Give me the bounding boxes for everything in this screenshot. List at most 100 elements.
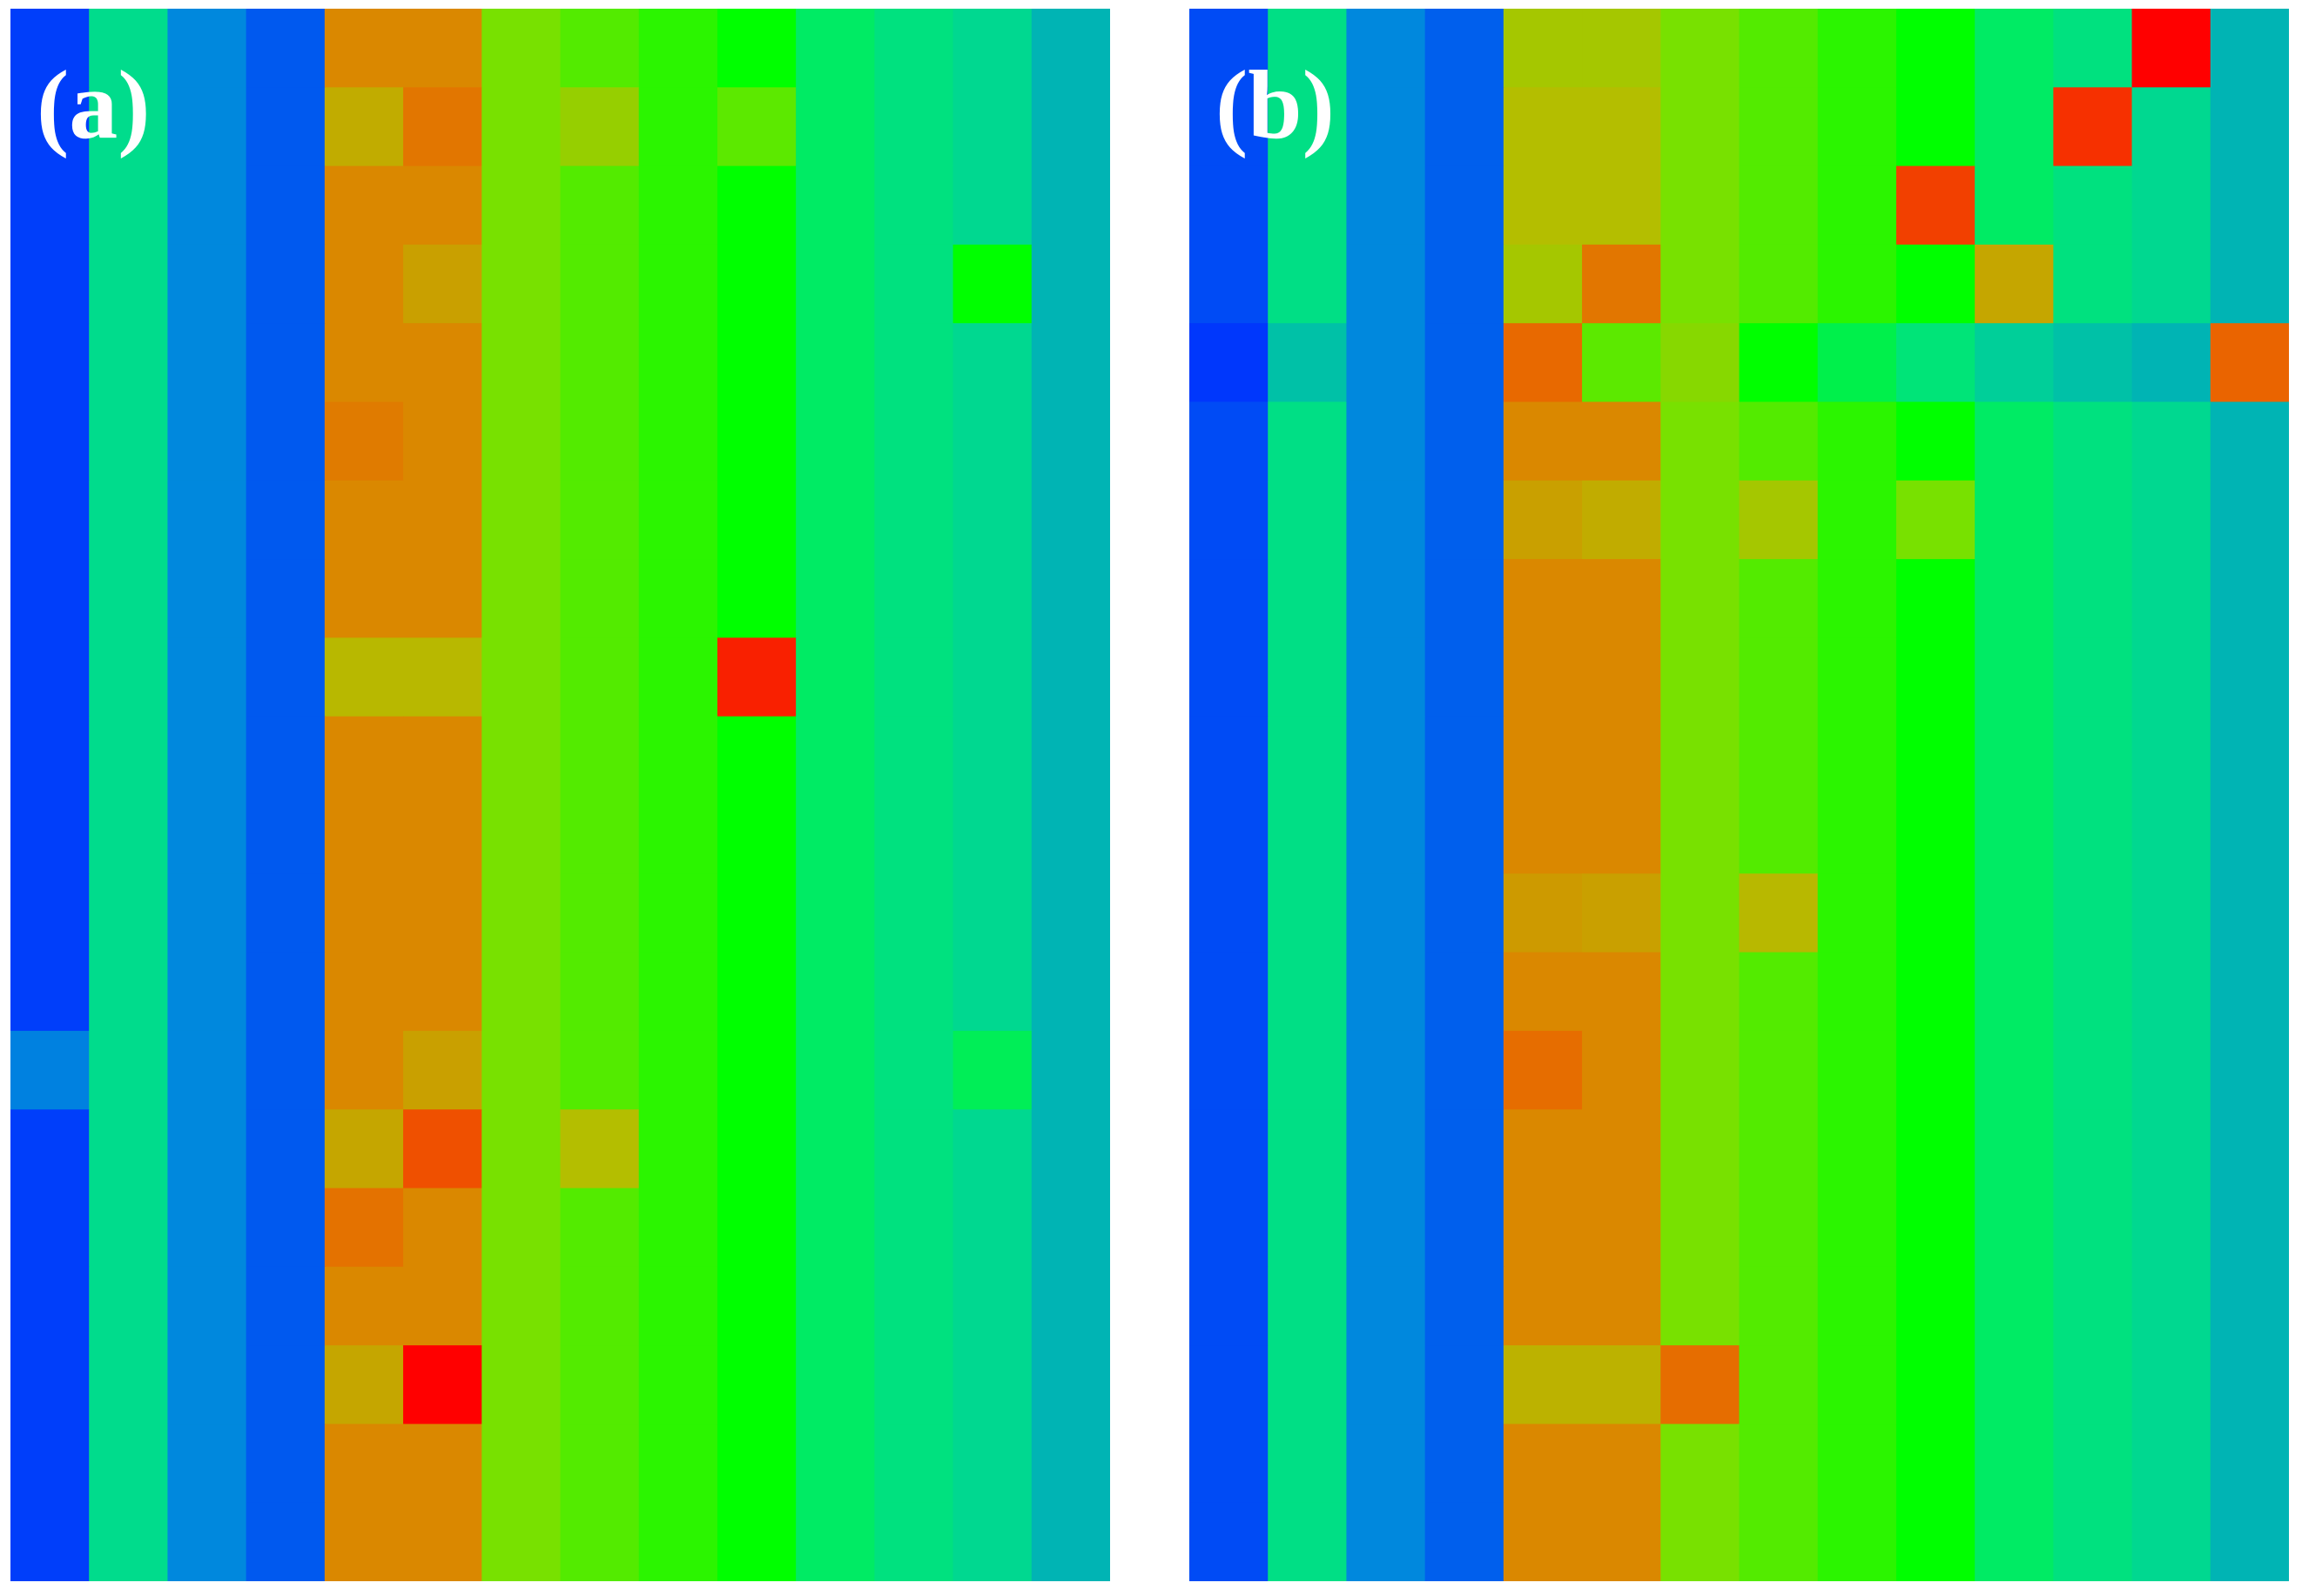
heatmap-cell-r8-c6 <box>481 637 562 717</box>
heatmap-cell-r4-c12 <box>2131 323 2211 403</box>
heatmap-cell-r9-c11 <box>874 716 954 796</box>
heatmap-cell-r16-c1 <box>1268 1266 1348 1346</box>
heatmap-cell-r12-c8 <box>638 952 718 1032</box>
heatmap-cell-r14-c0 <box>1189 1109 1269 1189</box>
heatmap-cell-r0-c0 <box>10 9 90 88</box>
heatmap-cell-r13-c13 <box>2210 1030 2289 1110</box>
heatmap-cell-r4-c7 <box>1739 323 1819 403</box>
heatmap-cell-r3-c6 <box>481 244 562 324</box>
heatmap-cell-r7-c12 <box>952 559 1033 638</box>
heatmap-cell-r8-c0 <box>1189 637 1269 717</box>
heatmap-cell-r19-c0 <box>10 1502 90 1581</box>
heatmap-cell-r11-c13 <box>2210 873 2289 953</box>
heatmap-cell-r4-c2 <box>167 323 247 403</box>
heatmap-cell-r19-c3 <box>246 1502 326 1581</box>
heatmap-cell-r18-c1 <box>89 1424 169 1504</box>
heatmap-cell-r10-c4 <box>1503 795 1583 874</box>
heatmap-cell-r6-c5 <box>403 480 482 560</box>
heatmap-cell-r9-c7 <box>1739 716 1819 796</box>
heatmap-cell-r7-c6 <box>1660 559 1740 638</box>
heatmap-cell-r16-c5 <box>403 1266 482 1346</box>
heatmap-cell-r1-c12 <box>2131 87 2211 167</box>
heatmap-cell-r7-c6 <box>481 559 562 638</box>
heatmap-cell-r14-c13 <box>1031 1109 1110 1189</box>
heatmap-cell-r0-c2 <box>167 9 247 88</box>
heatmap-cell-r2-c7 <box>1739 165 1819 246</box>
heatmap-cell-r7-c0 <box>10 559 90 638</box>
heatmap-cell-r19-c2 <box>1346 1502 1426 1581</box>
heatmap-cell-r18-c6 <box>481 1424 562 1504</box>
heatmap-cell-r8-c7 <box>1739 637 1819 717</box>
heatmap-cell-r13-c4 <box>324 1030 404 1110</box>
heatmap-cell-r11-c2 <box>167 873 247 953</box>
heatmap-cell-r0-c12 <box>2131 9 2211 88</box>
heatmap-cell-r0-c0 <box>1189 9 1269 88</box>
heatmap-cell-r1-c4 <box>1503 87 1583 167</box>
heatmap-cell-r4-c0 <box>1189 323 1269 403</box>
heatmap-cell-r17-c10 <box>1975 1345 2054 1424</box>
heatmap-cell-r9-c2 <box>1346 716 1426 796</box>
heatmap-cell-r3-c0 <box>10 244 90 324</box>
heatmap-cell-r15-c4 <box>324 1188 404 1268</box>
heatmap-cell-r16-c9 <box>717 1266 797 1346</box>
panel-label-a: (a) <box>37 51 151 159</box>
heatmap-cell-r12-c8 <box>1817 952 1897 1032</box>
heatmap-cell-r4-c3 <box>246 323 326 403</box>
heatmap-cell-r0-c10 <box>796 9 875 88</box>
heatmap-cell-r11-c10 <box>796 873 875 953</box>
heatmap-cell-r14-c13 <box>2210 1109 2289 1189</box>
heatmap-cell-r11-c1 <box>89 873 169 953</box>
heatmap-cell-r5-c10 <box>1975 401 2054 481</box>
heatmap-cell-r9-c1 <box>89 716 169 796</box>
heatmap-cell-r11-c10 <box>1975 873 2054 953</box>
heatmap-cell-r3-c2 <box>1346 244 1426 324</box>
heatmap-cell-r7-c1 <box>89 559 169 638</box>
heatmap-cell-r8-c9 <box>1895 637 1976 717</box>
heatmap-cell-r19-c1 <box>89 1502 169 1581</box>
heatmap-cell-r1-c0 <box>1189 87 1269 167</box>
heatmap-cell-r4-c3 <box>1424 323 1504 403</box>
heatmap-cell-r2-c6 <box>481 165 562 246</box>
heatmap-cell-r11-c7 <box>1739 873 1819 953</box>
heatmap-cell-r8-c11 <box>874 637 954 717</box>
heatmap-cell-r4-c4 <box>324 323 404 403</box>
heatmap-cell-r12-c12 <box>2131 952 2211 1032</box>
heatmap-cell-r10-c8 <box>1817 795 1897 874</box>
heatmap-cell-r8-c3 <box>1424 637 1504 717</box>
heatmap-cell-r5-c6 <box>1660 401 1740 481</box>
heatmap-cell-r2-c2 <box>167 165 247 246</box>
heatmap-cell-r14-c2 <box>1346 1109 1426 1189</box>
heatmap-cell-r2-c3 <box>1424 165 1504 246</box>
heatmap-cell-r1-c3 <box>246 87 326 167</box>
heatmap-cell-r6-c13 <box>2210 480 2289 560</box>
heatmap-cell-r2-c8 <box>1817 165 1897 246</box>
heatmap-cell-r3-c11 <box>2053 244 2133 324</box>
heatmap-cell-r4-c4 <box>1503 323 1583 403</box>
heatmap-cell-r5-c9 <box>717 401 797 481</box>
heatmap-cell-r18-c9 <box>717 1424 797 1504</box>
heatmap-cell-r6-c1 <box>1268 480 1348 560</box>
heatmap-cell-r0-c5 <box>1582 9 1661 88</box>
heatmap-cell-r1-c10 <box>796 87 875 167</box>
heatmap-cell-r0-c7 <box>560 9 640 88</box>
heatmap-cell-r1-c8 <box>638 87 718 167</box>
heatmap-cell-r15-c8 <box>1817 1188 1897 1268</box>
heatmap-cell-r15-c11 <box>874 1188 954 1268</box>
heatmap-cell-r7-c9 <box>1895 559 1976 638</box>
heatmap-cell-r17-c13 <box>2210 1345 2289 1424</box>
heatmap-cell-r14-c11 <box>874 1109 954 1189</box>
heatmap-cell-r10-c1 <box>89 795 169 874</box>
heatmap-cell-r15-c3 <box>1424 1188 1504 1268</box>
heatmap-cell-r6-c13 <box>1031 480 1110 560</box>
heatmap-cell-r7-c7 <box>560 559 640 638</box>
heatmap-cell-r2-c2 <box>1346 165 1426 246</box>
heatmap-cell-r5-c6 <box>481 401 562 481</box>
heatmap-cell-r12-c4 <box>1503 952 1583 1032</box>
heatmap-cell-r1-c9 <box>1895 87 1976 167</box>
heatmap-cell-r13-c0 <box>1189 1030 1269 1110</box>
heatmap-cell-r3-c9 <box>1895 244 1976 324</box>
heatmap-cell-r11-c4 <box>1503 873 1583 953</box>
heatmap-cell-r7-c8 <box>638 559 718 638</box>
heatmap-cell-r8-c5 <box>1582 637 1661 717</box>
heatmap-cell-r15-c12 <box>952 1188 1033 1268</box>
